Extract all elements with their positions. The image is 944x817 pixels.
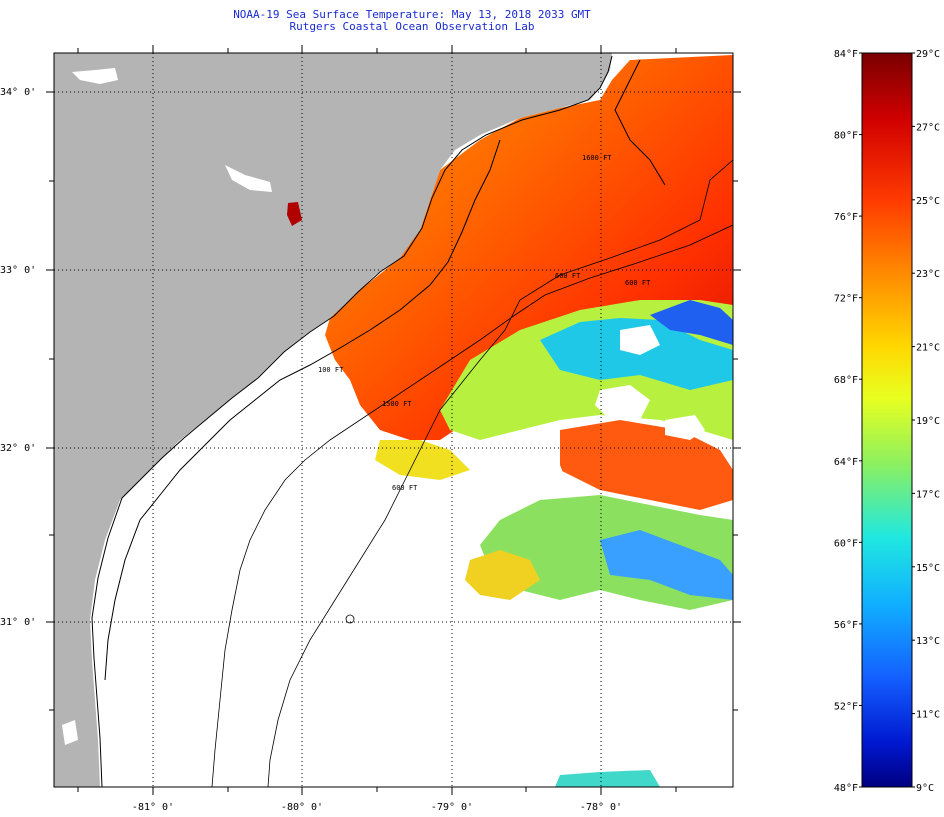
colorbar-c-label: 13°C	[916, 636, 940, 647]
colorbar-c-label: 9°C	[916, 783, 934, 794]
coastline-barrier	[614, 59, 666, 186]
lon-label-78: -78° 0'	[580, 802, 622, 813]
yellow-water-south	[465, 550, 540, 600]
map-area	[54, 53, 733, 787]
cold-water-south	[600, 530, 733, 600]
lat-label-34: 34° 0'	[0, 87, 36, 98]
colorbar-f-label: 64°F	[834, 457, 858, 468]
colorbar	[861, 52, 913, 788]
chart-title: NOAA-19 Sea Surface Temperature: May 13,…	[233, 8, 591, 21]
isobath-label: 1500 FT	[382, 400, 412, 408]
colorbar-f-label: 52°F	[834, 701, 858, 712]
isobath-100ft	[211, 224, 733, 787]
colorbar-f-label: 72°F	[834, 294, 858, 305]
isobath-label: 600 FT	[392, 484, 418, 492]
colorbar-f-label: 80°F	[834, 131, 858, 142]
chart-subtitle: Rutgers Coastal Ocean Observation Lab	[289, 20, 535, 33]
isobath-label: 1600 FT	[582, 154, 612, 162]
land-mass	[54, 53, 612, 787]
lat-label-33: 33° 0'	[0, 265, 36, 276]
map-frame	[53, 52, 734, 788]
seamount-contour	[345, 614, 355, 624]
cool-water-bottom	[555, 770, 660, 787]
cloud-patch	[665, 415, 705, 440]
lon-label-80: -80° 0'	[281, 802, 323, 813]
colorbar-c-label: 21°C	[916, 343, 940, 354]
inland-lake	[225, 165, 272, 192]
yellow-water-patch	[375, 440, 470, 480]
colorbar-f-label: 84°F	[834, 49, 858, 60]
cloud-patch	[595, 385, 650, 420]
colorbar-ticks	[859, 52, 915, 788]
colorbar-f-label: 68°F	[834, 375, 858, 386]
colorbar-f-label: 56°F	[834, 620, 858, 631]
colorbar-f-label: 76°F	[834, 212, 858, 223]
lat-label-31: 31° 0'	[0, 617, 36, 628]
warm-water-south	[560, 420, 733, 510]
inner-coast	[104, 139, 501, 681]
lon-label-81: -81° 0'	[132, 802, 174, 813]
cloud-patch	[520, 465, 570, 498]
lat-label-32: 32° 0'	[0, 443, 36, 454]
colorbar-c-label: 29°C	[916, 49, 940, 60]
cold-water-patch-2	[650, 300, 733, 345]
colorbar-c-label: 25°C	[916, 196, 940, 207]
isobath-label: 100 FT	[318, 366, 344, 374]
colorbar-f-label: 48°F	[834, 783, 858, 794]
isobath-label: 600 FT	[555, 272, 581, 280]
colorbar-c-label: 27°C	[916, 122, 940, 133]
isobath-label: 600 FT	[625, 279, 651, 287]
isobath-600ft	[267, 159, 733, 787]
colorbar-c-label: 11°C	[916, 710, 940, 721]
tick-marks	[46, 45, 741, 795]
colorbar-c-label: 17°C	[916, 489, 940, 500]
colorbar-c-label: 15°C	[916, 563, 940, 574]
colorbar-f-label: 60°F	[834, 538, 858, 549]
inland-lake	[72, 68, 118, 84]
cloud-patch	[620, 325, 660, 355]
coastline	[91, 55, 613, 787]
inland-lake	[62, 720, 78, 745]
colorbar-c-label: 23°C	[916, 269, 940, 280]
inland-lake-warm	[287, 202, 302, 226]
lon-label-79: -79° 0'	[431, 802, 473, 813]
colorbar-c-label: 19°C	[916, 416, 940, 427]
